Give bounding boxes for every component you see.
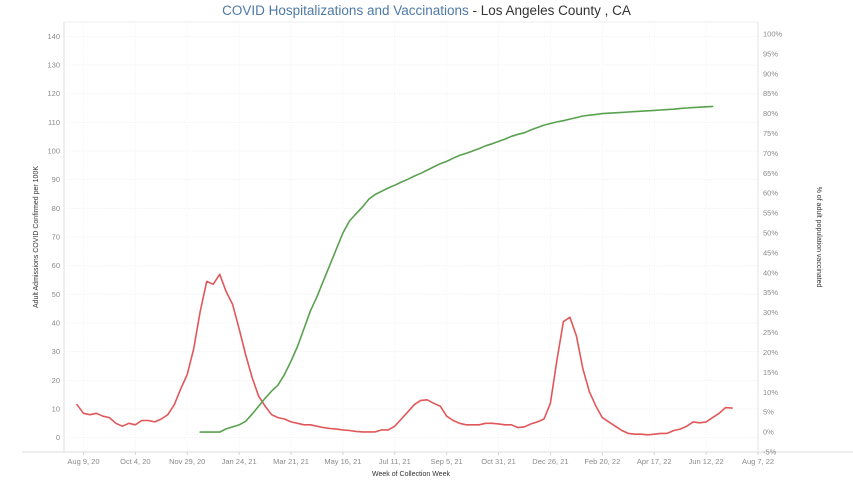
y-left-tick-label: 90 xyxy=(52,175,60,184)
vaccination-series-line xyxy=(199,105,714,433)
y-right-tick-label: 45% xyxy=(763,248,778,257)
x-tick-label: Sep 5, 21 xyxy=(431,457,463,466)
x-axis-title: Week of Collection Week xyxy=(372,471,450,478)
y-right-tick-label: 20% xyxy=(763,348,778,357)
hospitalization-series-line xyxy=(76,273,733,436)
y-right-tick-label: 5% xyxy=(763,408,774,417)
y-right-tick-label: 75% xyxy=(763,129,778,138)
y-left-tick-label: 40 xyxy=(52,319,60,328)
y-right-tick-label: 0% xyxy=(763,428,774,437)
x-tick-label: Mar 21, 21 xyxy=(273,457,309,466)
x-tick-label: Apr 17, 22 xyxy=(637,457,672,466)
y-right-tick-label: 100% xyxy=(763,29,783,38)
y-right-tick-label: 60% xyxy=(763,189,778,198)
x-tick-label: Jun 12, 22 xyxy=(689,457,724,466)
y-right-tick-label: 80% xyxy=(763,109,778,118)
y-right-tick-label: 35% xyxy=(763,288,778,297)
y-left-axis-title: Adult Admissions COVID Confirmed per 100… xyxy=(33,166,40,308)
y-left-tick-label: 50 xyxy=(52,290,60,299)
y-left-tick-label: 20 xyxy=(52,376,60,385)
x-tick-label: May 16, 21 xyxy=(324,457,361,466)
y-right-tick-label: 15% xyxy=(763,368,778,377)
y-right-axis-title: % of adult population vaccinated xyxy=(815,187,822,288)
title-location: Los Angeles County , CA xyxy=(480,3,631,18)
x-tick-label: Jul 11, 21 xyxy=(379,457,411,466)
y-right-tick-label: 85% xyxy=(763,89,778,98)
y-right-tick-label: 10% xyxy=(763,388,778,397)
y-right-tick-label: 90% xyxy=(763,69,778,78)
x-tick-label: Jan 24, 21 xyxy=(222,457,257,466)
y-right-tick-label: 65% xyxy=(763,169,778,178)
y-left-tick-label: 30 xyxy=(52,347,60,356)
y-right-tick-label: 55% xyxy=(763,209,778,218)
chart-title: COVID Hospitalizations and Vaccinations … xyxy=(0,3,853,18)
x-tick-label: Aug 9, 20 xyxy=(67,457,99,466)
y-right-tick-label: 95% xyxy=(763,49,778,58)
y-left-tick-label: 10 xyxy=(52,405,60,414)
y-left-tick-label: 120 xyxy=(47,89,60,98)
y-right-tick-label: 30% xyxy=(763,308,778,317)
y-left-tick-label: 0 xyxy=(56,433,60,442)
y-right-tick-label: 25% xyxy=(763,328,778,337)
x-tick-label: Nov 29, 20 xyxy=(169,457,205,466)
x-tick-label: Feb 20, 22 xyxy=(584,457,620,466)
x-tick-label: Aug 7, 22 xyxy=(742,457,774,466)
y-right-tick-label: 40% xyxy=(763,268,778,277)
y-left-tick-label: 60 xyxy=(52,261,60,270)
y-left-tick-label: 130 xyxy=(47,61,60,70)
title-separator: - xyxy=(468,3,481,18)
y-left-tick-label: 80 xyxy=(52,204,60,213)
y-left-tick-label: 70 xyxy=(52,233,60,242)
y-left-tick-label: 110 xyxy=(48,118,60,127)
y-right-tick-label: -5% xyxy=(763,448,777,457)
y-left-tick-label: 140 xyxy=(47,32,60,41)
y-left-tick-label: 100 xyxy=(47,147,60,156)
y-right-tick-label: 50% xyxy=(763,229,778,238)
y-right-tick-label: 70% xyxy=(763,149,778,158)
title-main: COVID Hospitalizations and Vaccinations xyxy=(222,3,469,18)
x-tick-label: Dec 26, 21 xyxy=(532,457,568,466)
x-tick-label: Oct 4, 20 xyxy=(120,457,150,466)
x-tick-label: Oct 31, 21 xyxy=(481,457,516,466)
